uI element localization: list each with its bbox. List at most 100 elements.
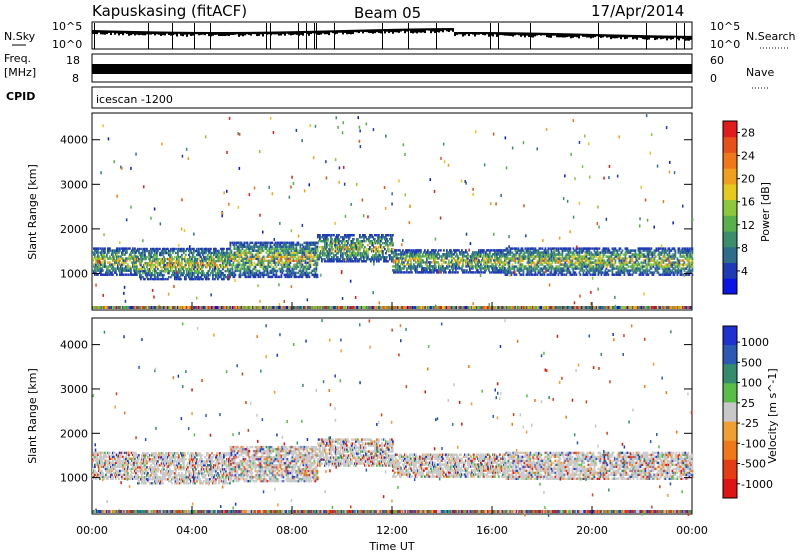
nsky-sample xyxy=(670,36,672,40)
echo-cell xyxy=(337,256,339,258)
echo-cell xyxy=(627,257,629,259)
echo-cell xyxy=(660,274,662,276)
echo-cell xyxy=(389,254,391,256)
nsky-sample xyxy=(202,32,204,35)
echo-cell xyxy=(203,256,205,258)
echo-cell xyxy=(508,249,510,251)
echo-cell xyxy=(173,258,175,260)
echo-cell xyxy=(165,278,167,280)
echo-cell xyxy=(107,274,109,276)
echo-cell xyxy=(430,261,432,263)
echo-cell xyxy=(98,247,100,249)
nsky-sample xyxy=(664,36,666,39)
echo-cell xyxy=(435,249,437,251)
echo-cell xyxy=(267,266,269,268)
echo-cell xyxy=(473,271,475,273)
nsky-sample xyxy=(362,30,364,34)
echo-cell xyxy=(146,256,148,258)
nsky-spike xyxy=(194,23,195,49)
nsky-sample xyxy=(418,28,420,32)
echo-cell xyxy=(271,264,273,266)
echo-cell xyxy=(247,242,249,244)
nsky-sample xyxy=(622,35,624,38)
nsky-sample xyxy=(534,33,536,37)
nsky-sample xyxy=(308,31,310,36)
nsky-sample xyxy=(390,29,392,32)
nsky-sample xyxy=(284,31,286,35)
echo-cell xyxy=(648,274,650,276)
nsky-sample xyxy=(674,36,676,38)
echo-cell xyxy=(401,271,403,273)
echo-cell xyxy=(550,274,552,276)
nsky-spike xyxy=(314,23,315,49)
nsky-sample xyxy=(244,32,246,35)
echo-cell xyxy=(599,247,601,249)
echo-cell xyxy=(317,250,319,252)
echo-cell xyxy=(171,256,173,258)
echo-cell xyxy=(202,278,204,280)
nsky-sample xyxy=(666,36,668,41)
nsky-sample xyxy=(506,32,508,35)
nsky-spike xyxy=(306,23,307,49)
nsky-sample xyxy=(358,30,360,33)
nsky-sample xyxy=(168,32,170,35)
nsky-sample xyxy=(286,31,288,33)
nsky-sample xyxy=(180,32,182,36)
nsky-sample xyxy=(386,29,388,32)
echo-cell xyxy=(258,242,260,244)
nsky-sample xyxy=(380,29,382,33)
nsky-sample xyxy=(92,30,94,34)
echo-cell xyxy=(534,261,536,263)
nsky-sample xyxy=(330,30,332,32)
nsky-sample xyxy=(424,28,426,33)
echo-cell xyxy=(210,248,212,250)
nsky-sample xyxy=(426,28,428,30)
echo-cell xyxy=(656,255,658,257)
echo-cell xyxy=(296,258,298,260)
nsky-sample xyxy=(348,30,350,34)
echo-cell xyxy=(542,247,544,249)
freq-label-line2: [MHz] xyxy=(4,66,36,79)
nsky-sample xyxy=(414,28,416,32)
nsky-sample xyxy=(288,31,290,34)
echo-cell xyxy=(327,238,329,240)
echo-cell xyxy=(555,274,557,276)
nsky-sample xyxy=(388,29,390,33)
echo-cell xyxy=(386,256,388,258)
nsky-sample xyxy=(302,31,304,36)
echo-cell xyxy=(242,266,244,268)
nsky-sample xyxy=(224,32,226,36)
echo-cell xyxy=(264,264,266,266)
echo-cell xyxy=(244,266,246,268)
nsky-sample xyxy=(150,31,152,34)
echo-cell xyxy=(322,258,324,260)
nsky-sample xyxy=(616,35,618,39)
echo-cell xyxy=(362,244,364,246)
echo-cell xyxy=(272,252,274,254)
nsky-spike xyxy=(436,23,437,49)
echo-cell xyxy=(199,252,201,254)
echo-cell xyxy=(298,256,300,258)
echo-cell xyxy=(522,263,524,265)
nsky-sample xyxy=(520,32,522,36)
nsky-sample xyxy=(680,36,682,39)
nsky-spike xyxy=(676,23,677,49)
echo-cell xyxy=(527,274,529,276)
nsky-sample xyxy=(160,32,162,36)
nsky-sample xyxy=(540,33,542,36)
echo-cell xyxy=(653,274,655,276)
echo-cell xyxy=(627,261,629,263)
nsky-sample xyxy=(678,36,680,41)
nsky-spike xyxy=(684,23,685,49)
echo-cell xyxy=(285,266,287,268)
echo-cell xyxy=(558,274,560,276)
echo-cell xyxy=(580,274,582,276)
nsky-spike xyxy=(530,23,531,49)
nsky-sample xyxy=(586,34,588,38)
nsky-sample xyxy=(450,28,452,30)
echo-cell xyxy=(665,255,667,257)
nsky-sample xyxy=(372,29,374,33)
nsky-sample xyxy=(220,32,222,36)
nsky-sample xyxy=(600,34,602,38)
nsky-sample xyxy=(346,30,348,34)
